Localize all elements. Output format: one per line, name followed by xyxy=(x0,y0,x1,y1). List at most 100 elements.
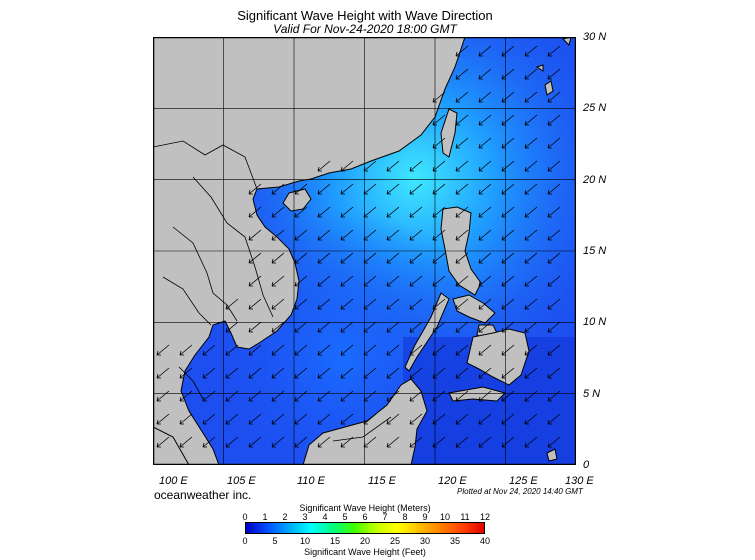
colorbar-meter-tick: 8 xyxy=(402,512,408,522)
wave-map xyxy=(153,37,576,465)
wave-arrow xyxy=(340,229,354,241)
wave-arrow xyxy=(363,413,377,425)
wave-arrow xyxy=(547,183,561,195)
wave-arrow xyxy=(409,344,423,356)
wave-arrow xyxy=(478,390,492,402)
wave-arrow xyxy=(271,183,285,195)
wave-arrow xyxy=(248,275,262,287)
wave-arrow xyxy=(409,413,423,425)
wave-arrow xyxy=(501,45,515,57)
lon-label-110e: 110 E xyxy=(297,475,325,487)
wave-arrow xyxy=(455,252,469,264)
wave-arrow xyxy=(179,390,193,402)
wave-arrow xyxy=(409,390,423,402)
wave-arrow xyxy=(478,367,492,379)
wave-arrow xyxy=(547,137,561,149)
colorbar-feet-tick: 30 xyxy=(419,536,431,546)
lat-label-5n: 5 N xyxy=(583,388,601,400)
wave-arrow xyxy=(478,252,492,264)
colorbar-meter-tick: 12 xyxy=(479,512,491,522)
wave-arrow xyxy=(547,275,561,287)
wave-arrow xyxy=(179,413,193,425)
wave-arrow xyxy=(179,436,193,448)
wave-arrow xyxy=(363,390,377,402)
wave-arrow xyxy=(432,229,446,241)
wave-arrow xyxy=(340,367,354,379)
wave-arrow xyxy=(271,252,285,264)
wave-arrow xyxy=(363,275,377,287)
colorbar-title-feet: Significant Wave Height (Feet) xyxy=(304,547,426,557)
wave-arrow xyxy=(455,321,469,333)
wave-arrow xyxy=(317,206,331,218)
colorbar-feet-tick: 10 xyxy=(299,536,311,546)
wave-arrow xyxy=(409,183,423,195)
lon-label-130e: 130 E xyxy=(565,475,594,487)
graticule xyxy=(153,37,576,465)
wave-arrow xyxy=(179,367,193,379)
wave-arrow xyxy=(501,114,515,126)
wave-arrow xyxy=(501,91,515,103)
wave-arrow xyxy=(202,390,216,402)
wave-arrow xyxy=(478,137,492,149)
wave-arrow xyxy=(386,390,400,402)
colorbar-meter-tick: 10 xyxy=(439,512,451,522)
wave-arrow xyxy=(317,344,331,356)
wave-arrow xyxy=(340,183,354,195)
wave-arrow xyxy=(202,436,216,448)
wave-arrow xyxy=(409,367,423,379)
wave-arrow xyxy=(294,229,308,241)
lat-label-20n: 20 N xyxy=(583,174,607,186)
wave-arrow xyxy=(524,275,538,287)
wave-arrow xyxy=(501,367,515,379)
wave-arrow xyxy=(363,298,377,310)
wave-arrow xyxy=(271,344,285,356)
wave-arrow xyxy=(455,367,469,379)
lon-label-125e: 125 E xyxy=(509,475,538,487)
wave-arrow xyxy=(524,137,538,149)
wave-arrow xyxy=(547,68,561,80)
wave-arrow xyxy=(524,344,538,356)
wave-arrow xyxy=(294,413,308,425)
wave-arrow xyxy=(225,390,239,402)
wave-arrow xyxy=(202,413,216,425)
wave-arrow xyxy=(248,367,262,379)
wave-arrow xyxy=(340,436,354,448)
colorbar-feet-tick: 20 xyxy=(359,536,371,546)
wave-arrow xyxy=(294,390,308,402)
wave-arrow xyxy=(363,206,377,218)
wave-arrow xyxy=(317,413,331,425)
wave-arrow xyxy=(340,206,354,218)
wave-arrow xyxy=(501,183,515,195)
wave-arrow xyxy=(156,367,170,379)
wave-arrow xyxy=(547,252,561,264)
wave-arrow xyxy=(455,183,469,195)
wave-arrow xyxy=(248,229,262,241)
wave-arrow xyxy=(363,321,377,333)
wave-arrow xyxy=(317,275,331,287)
wave-arrow xyxy=(225,436,239,448)
wave-arrow xyxy=(432,344,446,356)
wave-arrow xyxy=(547,229,561,241)
wave-arrow xyxy=(363,183,377,195)
wave-arrow xyxy=(547,298,561,310)
wave-arrow xyxy=(432,436,446,448)
wave-arrow xyxy=(501,137,515,149)
wave-arrow xyxy=(156,344,170,356)
lon-label-105e: 105 E xyxy=(227,475,256,487)
wave-arrow xyxy=(294,344,308,356)
wave-arrow xyxy=(317,321,331,333)
colorbar-meter-tick: 3 xyxy=(302,512,308,522)
wave-arrow xyxy=(524,367,538,379)
wave-arrow xyxy=(409,229,423,241)
wave-arrow xyxy=(455,436,469,448)
wave-arrow xyxy=(386,275,400,287)
wave-arrow xyxy=(271,298,285,310)
colorbar-feet-tick: 35 xyxy=(449,536,461,546)
wave-arrow xyxy=(455,390,469,402)
wave-arrow xyxy=(524,298,538,310)
wave-arrow xyxy=(294,252,308,264)
wave-arrow xyxy=(432,160,446,172)
wave-arrow xyxy=(478,413,492,425)
map-frame xyxy=(153,37,576,465)
wave-arrow xyxy=(455,229,469,241)
